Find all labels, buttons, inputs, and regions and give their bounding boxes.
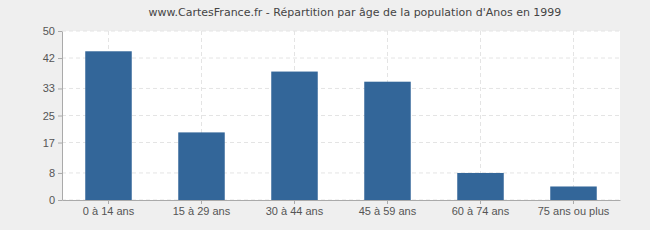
tick: 60 à 74 ans xyxy=(452,200,510,217)
tick-mark xyxy=(201,200,202,204)
tick: 8 xyxy=(49,167,62,179)
grid-line xyxy=(62,115,620,116)
bar xyxy=(271,72,318,200)
tick-mark xyxy=(58,116,62,117)
grid-line xyxy=(573,31,574,200)
grid-line xyxy=(62,200,620,201)
tick: 30 à 44 ans xyxy=(266,200,324,217)
bars xyxy=(85,51,597,200)
tick-mark xyxy=(58,173,62,174)
tick: 0 xyxy=(49,194,62,206)
tick-label: 60 à 74 ans xyxy=(452,205,510,217)
tick-mark xyxy=(387,200,388,204)
tick-mark xyxy=(480,200,481,204)
tick: 15 à 29 ans xyxy=(173,200,231,217)
tick: 25 xyxy=(43,110,62,122)
tick-label: 25 xyxy=(43,110,55,122)
axis-line xyxy=(62,32,63,201)
tick: 17 xyxy=(43,137,62,149)
tick: 75 ans ou plus xyxy=(538,200,610,217)
bar xyxy=(457,173,504,200)
tick: 42 xyxy=(43,52,62,64)
tick-label: 75 ans ou plus xyxy=(538,205,610,217)
tick-mark xyxy=(108,200,109,204)
bar xyxy=(550,186,597,200)
background xyxy=(0,0,650,230)
plot-area xyxy=(62,31,620,200)
grid-line xyxy=(62,172,620,173)
title: www.CartesFrance.fr - Répartition par âg… xyxy=(149,6,562,19)
tick-mark xyxy=(294,200,295,204)
tick-label: 17 xyxy=(43,137,55,149)
grid-line xyxy=(62,88,620,89)
bar xyxy=(178,132,225,200)
tick-mark xyxy=(58,88,62,89)
tick: 33 xyxy=(43,82,62,94)
grid-line xyxy=(62,58,620,59)
tick-label: 0 à 14 ans xyxy=(83,205,135,217)
tick-label: 8 xyxy=(49,167,55,179)
tick-mark xyxy=(573,200,574,204)
tick-mark xyxy=(58,143,62,144)
bar xyxy=(85,51,132,200)
bar xyxy=(364,82,411,200)
x-axis: 0 à 14 ans 15 à 29 ans 30 à 44 ans 45 à 59 … xyxy=(63,200,621,217)
tick: 0 à 14 ans xyxy=(83,200,135,217)
axis-line xyxy=(63,200,621,201)
y-axis: 0 8 17 25 33 42 50 xyxy=(43,25,63,206)
tick: 45 à 59 ans xyxy=(359,200,417,217)
tick-label: 15 à 29 ans xyxy=(173,205,231,217)
tick-label: 0 xyxy=(49,194,55,206)
tick-label: 33 xyxy=(43,82,55,94)
grid-line xyxy=(62,142,620,143)
tick-mark xyxy=(58,200,62,201)
tick-label: 30 à 44 ans xyxy=(266,205,324,217)
chart: www.CartesFrance.fr - Répartition par âg… xyxy=(0,0,650,230)
tick-mark xyxy=(58,31,62,32)
tick-mark xyxy=(58,58,62,59)
grid-line xyxy=(62,31,620,32)
plot: 0 8 17 25 33 42 50 0 à 14 ans 15 à 29 ans 30 à 44… xyxy=(43,25,621,217)
tick-label: 45 à 59 ans xyxy=(359,205,417,217)
grid xyxy=(62,31,620,200)
tick-label: 42 xyxy=(43,52,55,64)
tick-label: 50 xyxy=(43,25,55,37)
tick: 50 xyxy=(43,25,62,37)
